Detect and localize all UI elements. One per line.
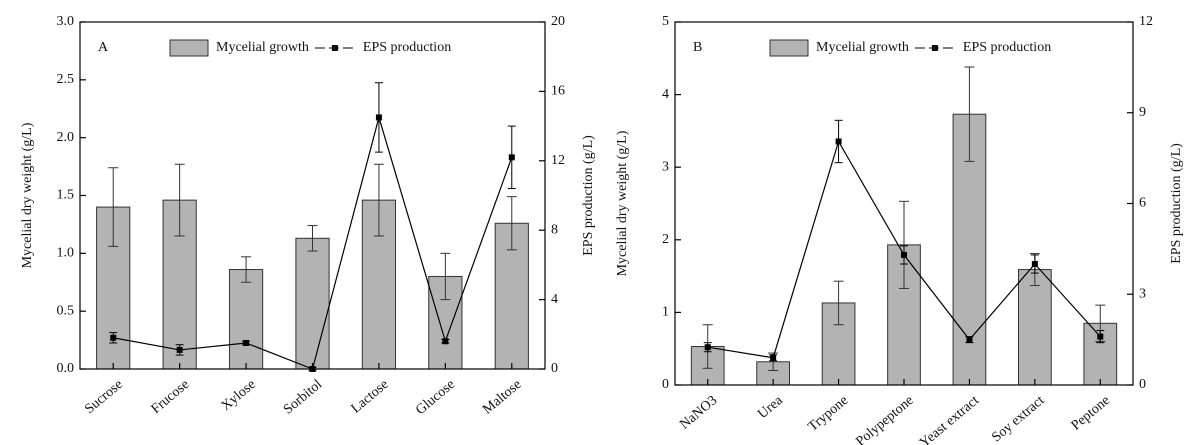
y-tick-label: 1.5 bbox=[57, 188, 75, 203]
y2-tick-label: 0 bbox=[1139, 377, 1146, 392]
point bbox=[442, 338, 449, 345]
point bbox=[1031, 261, 1038, 267]
legend-marker bbox=[331, 45, 338, 51]
x-tick-label: Sucrose bbox=[82, 377, 126, 417]
y-tick-label: 1 bbox=[662, 305, 669, 320]
point bbox=[243, 339, 250, 346]
point bbox=[770, 354, 777, 361]
y-axis-label: Mycelial dry weight (g/L) bbox=[615, 130, 630, 276]
x-tick-label: Yeast extract bbox=[917, 393, 982, 445]
x-tick-label: Polypeptone bbox=[853, 393, 916, 445]
y2-tick-label: 12 bbox=[1139, 14, 1153, 29]
legend-label: Mycelial growth bbox=[816, 40, 909, 55]
bar bbox=[1018, 269, 1052, 386]
y2-tick-label: 4 bbox=[551, 292, 558, 307]
legend-swatch bbox=[769, 39, 809, 57]
y2-tick-label: 8 bbox=[551, 222, 558, 237]
y2-tick-label: 3 bbox=[1139, 286, 1146, 301]
point bbox=[835, 138, 842, 145]
panel-label: B bbox=[693, 40, 702, 55]
point bbox=[176, 346, 183, 353]
x-tick-label: NaNO3 bbox=[677, 393, 720, 432]
y-tick-label: 2.0 bbox=[57, 130, 75, 145]
y2-axis-label: EPS production (g/L) bbox=[1169, 143, 1184, 264]
chart-panel: 0.0 0.5 1.0 1.5 2.0 2.5 3.0 0 4 8 12 16 20 Sucrose Fru… bbox=[20, 14, 596, 418]
x-tick-label: Soy extract bbox=[989, 393, 1047, 445]
point bbox=[704, 344, 711, 351]
x-tick-label: Urea bbox=[755, 393, 786, 422]
y-tick-label: 3 bbox=[662, 159, 669, 174]
x-tick-label: Peptone bbox=[1069, 393, 1113, 433]
bar bbox=[295, 237, 330, 370]
legend-label: EPS production bbox=[363, 40, 451, 55]
y-tick-label: 0 bbox=[662, 377, 669, 392]
legend-swatch bbox=[169, 39, 209, 57]
y-tick-label: 3.0 bbox=[57, 14, 75, 29]
y2-tick-label: 16 bbox=[551, 84, 565, 99]
panel-label: A bbox=[98, 40, 109, 55]
bar bbox=[228, 269, 264, 370]
y2-axis-label: EPS production (g/L) bbox=[581, 135, 596, 256]
y-tick-label: 4 bbox=[662, 87, 669, 102]
point bbox=[1097, 333, 1104, 340]
x-tick-label: Xylose bbox=[219, 377, 259, 414]
point bbox=[375, 114, 382, 121]
point bbox=[110, 334, 117, 341]
y2-tick-label: 12 bbox=[551, 153, 565, 168]
y2-tick-label: 9 bbox=[1139, 105, 1146, 120]
y-tick-label: 2 bbox=[662, 232, 669, 247]
y-tick-label: 2.5 bbox=[57, 72, 75, 87]
x-tick-label: Trypone bbox=[806, 393, 852, 435]
y-tick-label: 0.5 bbox=[57, 303, 75, 318]
point bbox=[966, 336, 973, 343]
legend-label: EPS production bbox=[963, 40, 1051, 55]
y-tick-label: 5 bbox=[662, 14, 669, 29]
y-tick-label: 1.0 bbox=[57, 246, 75, 261]
y2-tick-label: 6 bbox=[1139, 196, 1146, 211]
point bbox=[508, 154, 515, 161]
x-tick-label: Frucose bbox=[149, 377, 193, 417]
x-tick-label: Sorbitol bbox=[281, 377, 325, 418]
y-tick-label: 0.0 bbox=[57, 361, 75, 376]
x-tick-label: Lactose bbox=[349, 377, 392, 416]
y-axis-label: Mycelial dry weight (g/L) bbox=[20, 122, 35, 268]
legend-marker bbox=[931, 45, 938, 51]
y2-tick-label: 0 bbox=[551, 361, 558, 376]
point bbox=[901, 251, 907, 258]
x-tick-label: Glucose bbox=[413, 377, 458, 418]
x-tick-label: Maltose bbox=[480, 377, 524, 417]
legend-label: Mycelial growth bbox=[216, 40, 309, 55]
y2-tick-label: 20 bbox=[551, 14, 565, 29]
